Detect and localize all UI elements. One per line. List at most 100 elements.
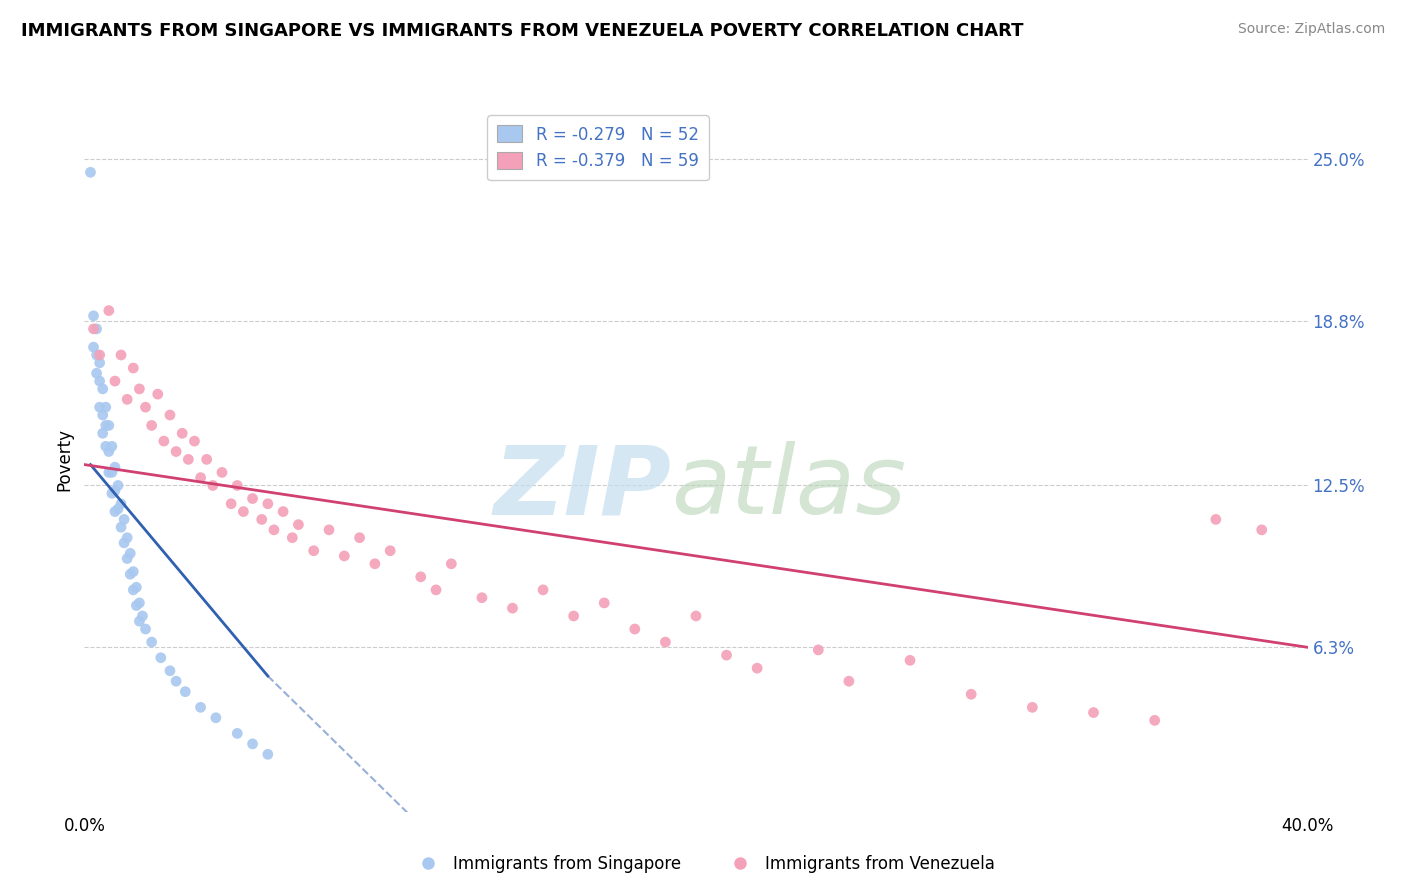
Y-axis label: Poverty: Poverty xyxy=(55,428,73,491)
Text: atlas: atlas xyxy=(672,441,907,534)
Point xyxy=(122,565,145,579)
Point xyxy=(165,674,187,689)
Point xyxy=(135,400,157,414)
Point xyxy=(94,400,117,414)
Point xyxy=(287,517,309,532)
Point xyxy=(409,570,432,584)
Point xyxy=(219,497,242,511)
Point xyxy=(91,426,114,441)
Point xyxy=(838,674,860,689)
Point xyxy=(135,622,157,636)
Point xyxy=(141,418,163,433)
Point xyxy=(281,531,304,545)
Legend: Immigrants from Singapore, Immigrants from Venezuela: Immigrants from Singapore, Immigrants fr… xyxy=(405,848,1001,880)
Point xyxy=(89,356,111,370)
Point xyxy=(333,549,356,563)
Point xyxy=(89,348,111,362)
Point xyxy=(125,580,148,594)
Point xyxy=(177,452,200,467)
Point xyxy=(271,505,294,519)
Text: Source: ZipAtlas.com: Source: ZipAtlas.com xyxy=(1237,22,1385,37)
Point xyxy=(716,648,738,662)
Point xyxy=(165,444,187,458)
Point xyxy=(263,523,285,537)
Point xyxy=(190,470,212,484)
Point xyxy=(101,466,124,480)
Point xyxy=(205,711,228,725)
Point xyxy=(747,661,769,675)
Point xyxy=(141,635,163,649)
Point xyxy=(91,382,114,396)
Point xyxy=(112,536,135,550)
Point xyxy=(898,653,921,667)
Text: ZIP: ZIP xyxy=(494,441,672,534)
Point xyxy=(159,408,181,422)
Point xyxy=(349,531,371,545)
Point xyxy=(149,650,172,665)
Point xyxy=(250,512,273,526)
Point xyxy=(257,747,280,762)
Point xyxy=(425,582,447,597)
Point xyxy=(83,322,105,336)
Point xyxy=(190,700,212,714)
Point xyxy=(1250,523,1272,537)
Point xyxy=(83,309,105,323)
Point xyxy=(211,466,233,480)
Point xyxy=(232,505,254,519)
Point xyxy=(110,520,132,534)
Point xyxy=(1143,714,1166,728)
Point xyxy=(79,165,101,179)
Point xyxy=(120,546,142,560)
Point xyxy=(174,684,197,698)
Point xyxy=(440,557,463,571)
Point xyxy=(364,557,387,571)
Point xyxy=(110,348,132,362)
Point xyxy=(91,408,114,422)
Point xyxy=(94,418,117,433)
Point xyxy=(146,387,169,401)
Point xyxy=(89,374,111,388)
Point xyxy=(107,478,129,492)
Point xyxy=(159,664,181,678)
Point xyxy=(97,444,120,458)
Point xyxy=(302,543,325,558)
Point xyxy=(86,322,108,336)
Point xyxy=(104,460,127,475)
Point xyxy=(107,502,129,516)
Point xyxy=(122,582,145,597)
Point xyxy=(125,599,148,613)
Point xyxy=(97,303,120,318)
Point xyxy=(242,737,264,751)
Point xyxy=(242,491,264,506)
Point xyxy=(97,466,120,480)
Point xyxy=(122,361,145,376)
Point xyxy=(257,497,280,511)
Point xyxy=(1083,706,1105,720)
Point xyxy=(960,687,983,701)
Point xyxy=(104,505,127,519)
Point xyxy=(172,426,194,441)
Point xyxy=(120,567,142,582)
Point xyxy=(112,512,135,526)
Point xyxy=(115,531,138,545)
Point xyxy=(201,478,224,492)
Point xyxy=(1021,700,1043,714)
Point xyxy=(226,478,249,492)
Point xyxy=(531,582,554,597)
Point xyxy=(593,596,616,610)
Point xyxy=(94,439,117,453)
Point xyxy=(86,348,108,362)
Point xyxy=(195,452,218,467)
Text: IMMIGRANTS FROM SINGAPORE VS IMMIGRANTS FROM VENEZUELA POVERTY CORRELATION CHART: IMMIGRANTS FROM SINGAPORE VS IMMIGRANTS … xyxy=(21,22,1024,40)
Point xyxy=(83,340,105,354)
Point xyxy=(115,392,138,407)
Point xyxy=(1205,512,1227,526)
Point xyxy=(128,614,150,628)
Point xyxy=(128,382,150,396)
Point xyxy=(685,609,707,624)
Point xyxy=(101,439,124,453)
Point xyxy=(153,434,176,449)
Point xyxy=(86,366,108,380)
Point xyxy=(97,418,120,433)
Point xyxy=(380,543,402,558)
